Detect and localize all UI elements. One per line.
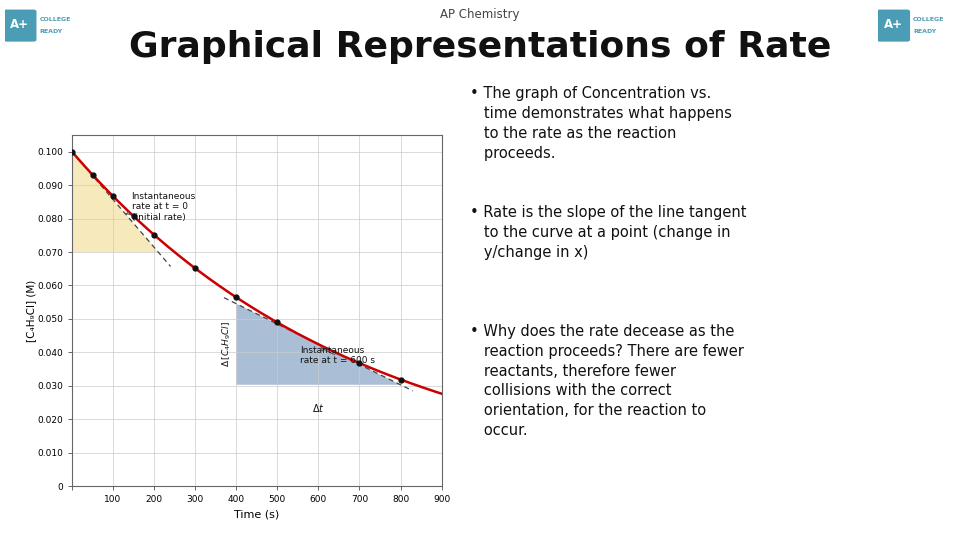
Text: Instantaneous
rate at t = 600 s: Instantaneous rate at t = 600 s: [300, 346, 375, 365]
Text: • Why does the rate decease as the
   reaction proceeds? There are fewer
   reac: • Why does the rate decease as the react…: [470, 324, 744, 438]
Y-axis label: [C₄H₉Cl] (M): [C₄H₉Cl] (M): [26, 279, 36, 342]
Text: • The graph of Concentration vs.
   time demonstrates what happens
   to the rat: • The graph of Concentration vs. time de…: [470, 86, 732, 161]
FancyBboxPatch shape: [877, 10, 910, 42]
Text: A+: A+: [11, 18, 30, 31]
Polygon shape: [236, 303, 400, 385]
Text: READY: READY: [913, 29, 936, 34]
FancyBboxPatch shape: [3, 10, 36, 42]
Text: COLLEGE: COLLEGE: [39, 17, 71, 22]
Text: AP Chemistry: AP Chemistry: [441, 8, 519, 21]
Text: • Rate is the slope of the line tangent
   to the curve at a point (change in
  : • Rate is the slope of the line tangent …: [470, 205, 747, 260]
Text: $\Delta\,[C_4H_9Cl]$: $\Delta\,[C_4H_9Cl]$: [221, 321, 233, 367]
Text: READY: READY: [39, 29, 62, 34]
Text: A+: A+: [884, 18, 903, 31]
Text: $\Delta t$: $\Delta t$: [312, 402, 324, 414]
Text: Graphical Representations of Rate: Graphical Representations of Rate: [129, 30, 831, 64]
X-axis label: Time (s): Time (s): [234, 510, 279, 519]
Text: COLLEGE: COLLEGE: [913, 17, 945, 22]
Polygon shape: [72, 152, 158, 252]
Text: Instantaneous
rate at t = 0
(initial rate): Instantaneous rate at t = 0 (initial rat…: [126, 192, 196, 221]
